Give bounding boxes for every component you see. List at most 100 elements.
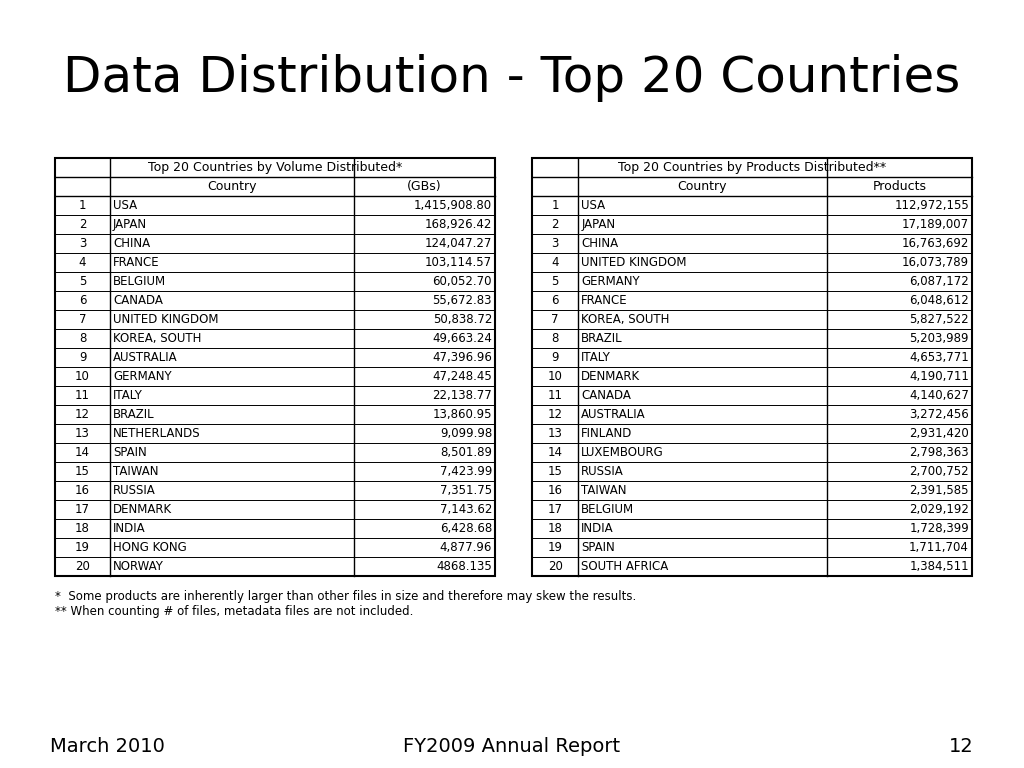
Text: 60,052.70: 60,052.70	[432, 275, 492, 288]
Text: 9: 9	[551, 351, 559, 364]
Text: 2,029,192: 2,029,192	[909, 503, 969, 516]
Text: FY2009 Annual Report: FY2009 Annual Report	[403, 737, 621, 756]
Text: 4868.135: 4868.135	[436, 560, 492, 573]
Text: 14: 14	[75, 446, 90, 459]
Text: AUSTRALIA: AUSTRALIA	[113, 351, 177, 364]
Text: USA: USA	[582, 199, 605, 212]
Text: JAPAN: JAPAN	[113, 218, 147, 231]
Text: 6: 6	[79, 294, 86, 307]
Text: 11: 11	[75, 389, 90, 402]
Text: 13: 13	[548, 427, 562, 440]
Text: 12: 12	[75, 408, 90, 421]
Text: NETHERLANDS: NETHERLANDS	[113, 427, 201, 440]
Text: UNITED KINGDOM: UNITED KINGDOM	[113, 313, 218, 326]
Text: 2: 2	[79, 218, 86, 231]
Text: 168,926.42: 168,926.42	[425, 218, 492, 231]
Text: 2,391,585: 2,391,585	[909, 484, 969, 497]
Text: 103,114.57: 103,114.57	[425, 256, 492, 269]
Text: 2: 2	[551, 218, 559, 231]
Text: 11: 11	[548, 389, 562, 402]
Text: TAIWAN: TAIWAN	[582, 484, 627, 497]
Text: UNITED KINGDOM: UNITED KINGDOM	[582, 256, 687, 269]
Text: Top 20 Countries by Products Distributed**: Top 20 Countries by Products Distributed…	[617, 161, 886, 174]
Text: 16,073,789: 16,073,789	[902, 256, 969, 269]
Text: 2,931,420: 2,931,420	[909, 427, 969, 440]
Text: JAPAN: JAPAN	[582, 218, 615, 231]
Text: 112,972,155: 112,972,155	[894, 199, 969, 212]
Text: 6,428.68: 6,428.68	[439, 522, 492, 535]
Text: HONG KONG: HONG KONG	[113, 541, 186, 554]
Text: 3: 3	[79, 237, 86, 250]
Text: 7,143.62: 7,143.62	[439, 503, 492, 516]
Text: SPAIN: SPAIN	[582, 541, 615, 554]
Text: 47,396.96: 47,396.96	[432, 351, 492, 364]
Text: 4,877.96: 4,877.96	[439, 541, 492, 554]
Text: CHINA: CHINA	[113, 237, 151, 250]
Text: KOREA, SOUTH: KOREA, SOUTH	[113, 332, 202, 345]
Bar	[532, 158, 972, 576]
Text: 6,087,172: 6,087,172	[909, 275, 969, 288]
Text: 4,653,771: 4,653,771	[909, 351, 969, 364]
Text: 49,663.24: 49,663.24	[432, 332, 492, 345]
Text: INDIA: INDIA	[113, 522, 145, 535]
Text: 20: 20	[75, 560, 90, 573]
Text: 12: 12	[548, 408, 562, 421]
Text: ** When counting # of files, metadata files are not included.: ** When counting # of files, metadata fi…	[55, 605, 414, 618]
Text: 8: 8	[79, 332, 86, 345]
Text: NORWAY: NORWAY	[113, 560, 164, 573]
Text: 47,248.45: 47,248.45	[432, 370, 492, 383]
Text: BELGIUM: BELGIUM	[582, 503, 634, 516]
Text: BELGIUM: BELGIUM	[113, 275, 166, 288]
Text: TAIWAN: TAIWAN	[113, 465, 159, 478]
Text: 16,763,692: 16,763,692	[901, 237, 969, 250]
Text: RUSSIA: RUSSIA	[582, 465, 624, 478]
Text: 10: 10	[75, 370, 90, 383]
Text: March 2010: March 2010	[50, 737, 165, 756]
Text: 16: 16	[75, 484, 90, 497]
Text: 14: 14	[548, 446, 562, 459]
Text: 19: 19	[548, 541, 562, 554]
Text: BRAZIL: BRAZIL	[113, 408, 155, 421]
Text: 50,838.72: 50,838.72	[432, 313, 492, 326]
Text: 4,190,711: 4,190,711	[909, 370, 969, 383]
Text: 1,711,704: 1,711,704	[909, 541, 969, 554]
Text: CANADA: CANADA	[582, 389, 631, 402]
Text: 17: 17	[75, 503, 90, 516]
Text: 8,501.89: 8,501.89	[440, 446, 492, 459]
Text: 5,203,989: 5,203,989	[909, 332, 969, 345]
Text: 15: 15	[548, 465, 562, 478]
Text: 12: 12	[949, 737, 974, 756]
Text: 20: 20	[548, 560, 562, 573]
Text: 3: 3	[551, 237, 559, 250]
Text: 17: 17	[548, 503, 562, 516]
Text: 16: 16	[548, 484, 562, 497]
Text: CANADA: CANADA	[113, 294, 163, 307]
Text: 4: 4	[79, 256, 86, 269]
Text: DENMARK: DENMARK	[582, 370, 640, 383]
Text: 1: 1	[551, 199, 559, 212]
Text: BRAZIL: BRAZIL	[582, 332, 623, 345]
Text: INDIA: INDIA	[582, 522, 613, 535]
Text: GERMANY: GERMANY	[113, 370, 172, 383]
Text: 5: 5	[551, 275, 559, 288]
Text: CHINA: CHINA	[582, 237, 618, 250]
Text: 19: 19	[75, 541, 90, 554]
Text: 5: 5	[79, 275, 86, 288]
Text: 2,700,752: 2,700,752	[909, 465, 969, 478]
Text: 7: 7	[79, 313, 86, 326]
Bar	[55, 158, 495, 576]
Text: 4,140,627: 4,140,627	[909, 389, 969, 402]
Text: 55,672.83: 55,672.83	[432, 294, 492, 307]
Text: 18: 18	[548, 522, 562, 535]
Text: LUXEMBOURG: LUXEMBOURG	[582, 446, 664, 459]
Text: 2,798,363: 2,798,363	[909, 446, 969, 459]
Text: 7,423.99: 7,423.99	[439, 465, 492, 478]
Text: 7: 7	[551, 313, 559, 326]
Text: 9,099.98: 9,099.98	[439, 427, 492, 440]
Text: KOREA, SOUTH: KOREA, SOUTH	[582, 313, 670, 326]
Text: 17,189,007: 17,189,007	[902, 218, 969, 231]
Text: *  Some products are inherently larger than other files in size and therefore ma: * Some products are inherently larger th…	[55, 590, 636, 603]
Text: FRANCE: FRANCE	[113, 256, 160, 269]
Text: 4: 4	[551, 256, 559, 269]
Text: Top 20 Countries by Volume Distributed*: Top 20 Countries by Volume Distributed*	[147, 161, 402, 174]
